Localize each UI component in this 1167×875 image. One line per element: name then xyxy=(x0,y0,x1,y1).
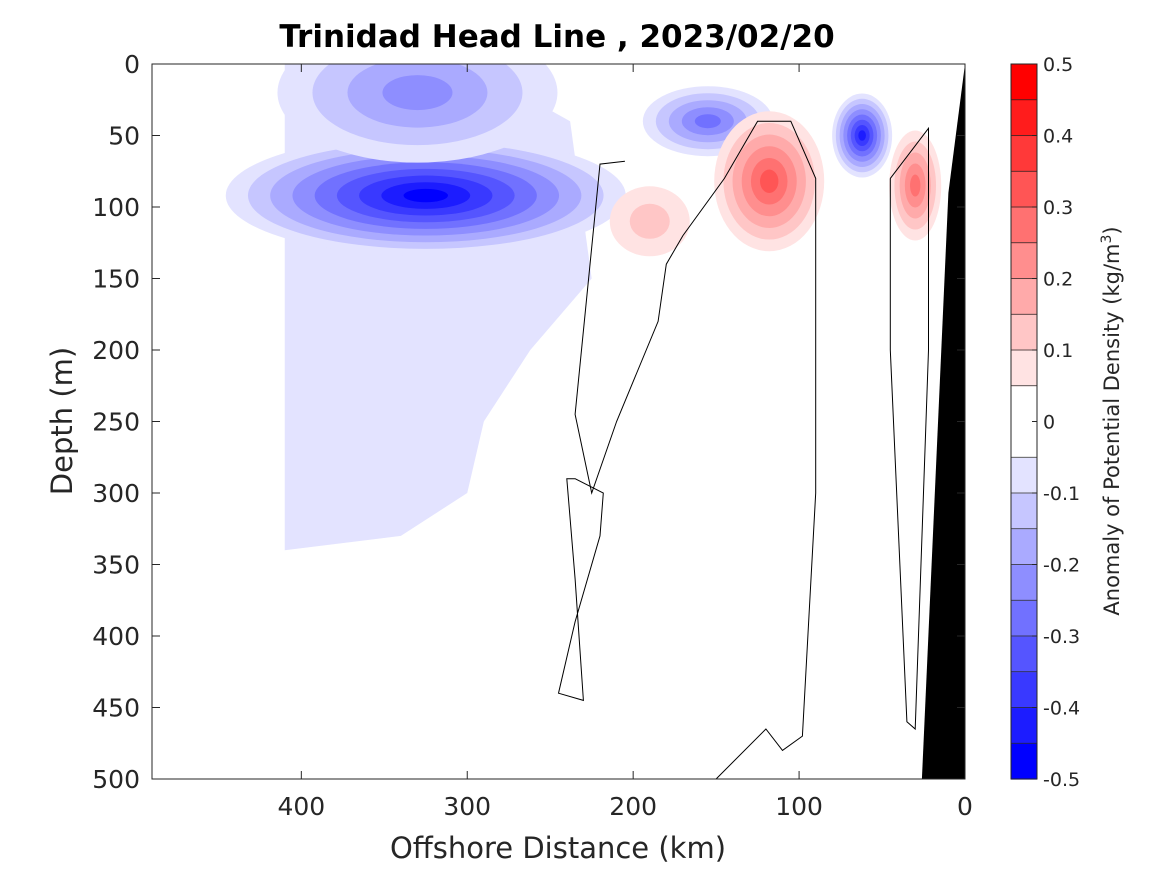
y-tick-label: 250 xyxy=(92,408,140,437)
positive-anomaly-core-level-6 xyxy=(760,169,779,193)
colorbar-tick-label: -0.5 xyxy=(1043,769,1080,791)
colorbar-tick-label: 0.1 xyxy=(1043,340,1073,362)
zero-contour-coastal xyxy=(889,126,929,731)
y-tick-label: 50 xyxy=(108,122,140,151)
colorbar-tick-label: 0.2 xyxy=(1043,269,1073,291)
negative-anomaly-inshore-level-8 xyxy=(858,130,866,141)
colorbar: -0.5 -0.4 -0.3 -0.2 -0.1 0 0.1 0.2 0.3 0.4 0.5 Ano… xyxy=(1010,54,1124,791)
y-tick-label: 400 xyxy=(92,622,140,651)
colorbar-swatch xyxy=(1011,671,1037,709)
bathymetry-slope xyxy=(921,64,965,779)
colorbar-swatch xyxy=(1011,314,1037,351)
colorbar-tick-label: 0.3 xyxy=(1043,197,1073,219)
chart-title: Trinidad Head Line , 2023/02/20 xyxy=(279,19,834,55)
colorbar-label-superscript: 3 xyxy=(1099,235,1115,244)
colorbar-tick-label: 0.5 xyxy=(1043,54,1073,76)
colorbar-swatch xyxy=(1011,64,1037,101)
x-axis-label: Offshore Distance (km) xyxy=(390,831,726,865)
zero-contour-main xyxy=(574,120,817,779)
colorbar-swatch xyxy=(1011,743,1037,780)
y-tick-label: 0 xyxy=(124,50,140,79)
y-tick-label: 200 xyxy=(92,336,140,365)
colorbar-swatch xyxy=(1011,171,1037,208)
colorbar-label-suffix: ) xyxy=(1100,226,1124,234)
colorbar-swatch xyxy=(1011,636,1037,673)
colorbar-tick-label: -0.4 xyxy=(1043,698,1080,720)
colorbar-label-prefix: Anomaly of Potential Density (kg/m xyxy=(1100,244,1124,616)
colorbar-tick-label: -0.1 xyxy=(1043,483,1080,505)
x-axis-ticks: 400 300 200 100 0 xyxy=(277,64,973,821)
colorbar-swatch xyxy=(1011,564,1037,601)
x-tick-label: 0 xyxy=(957,792,973,821)
colorbar-tick-label: -0.3 xyxy=(1043,626,1080,648)
x-tick-label: 100 xyxy=(775,792,823,821)
colorbar-swatch xyxy=(1011,528,1037,566)
colorbar-swatch xyxy=(1011,457,1037,494)
zero-contour-lines xyxy=(557,120,929,779)
y-tick-label: 350 xyxy=(92,551,140,580)
colorbar-swatch xyxy=(1011,707,1037,744)
zero-contour-island xyxy=(557,478,604,702)
colorbar-tick-label: 0.4 xyxy=(1043,126,1073,148)
colorbar-swatches xyxy=(1011,64,1037,780)
colorbar-tick-label: 0 xyxy=(1043,412,1055,434)
colorbar-swatch xyxy=(1011,600,1037,637)
colorbar-ticks: -0.5 -0.4 -0.3 -0.2 -0.1 0 0.1 0.2 0.3 0.4 0.5 xyxy=(1032,54,1080,791)
y-tick-label: 500 xyxy=(92,765,140,794)
colorbar-label: Anomaly of Potential Density (kg/m3) xyxy=(1099,226,1124,615)
colorbar-swatch xyxy=(1011,135,1037,172)
colorbar-swatch xyxy=(1011,99,1037,137)
bathymetry xyxy=(921,64,965,779)
colorbar-swatch xyxy=(1011,207,1037,244)
colorbar-tick-label: -0.2 xyxy=(1043,555,1080,577)
contour-fills xyxy=(225,64,942,551)
positive-anomaly-coastal-level-5 xyxy=(910,174,921,197)
colorbar-swatch xyxy=(1011,493,1037,530)
x-tick-label: 200 xyxy=(609,792,657,821)
plot-area: 400 300 200 100 0 0 50 100 150 200 250 300 350 400 45… xyxy=(92,50,973,821)
y-tick-label: 300 xyxy=(92,479,140,508)
y-tick-label: 150 xyxy=(92,265,140,294)
y-tick-label: 100 xyxy=(92,193,140,222)
y-axis-label: Depth (m) xyxy=(45,347,79,495)
negative-anomaly-near-surface-offshore-level-4 xyxy=(382,75,453,111)
colorbar-swatch xyxy=(1011,242,1037,280)
negative-anomaly-core-offshore-level-9 xyxy=(403,188,448,203)
y-tick-label: 450 xyxy=(92,694,140,723)
y-axis-ticks: 0 50 100 150 200 250 300 350 400 450 500 xyxy=(92,50,965,794)
positive-anomaly-broad-level-2 xyxy=(629,203,670,239)
colorbar-swatch xyxy=(1011,278,1037,315)
x-tick-label: 400 xyxy=(277,792,325,821)
colorbar-swatch xyxy=(1011,350,1037,387)
x-tick-label: 300 xyxy=(443,792,491,821)
negative-anomaly-shelf-break-level-5 xyxy=(694,114,721,129)
